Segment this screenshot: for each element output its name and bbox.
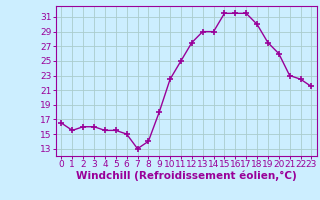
X-axis label: Windchill (Refroidissement éolien,°C): Windchill (Refroidissement éolien,°C) — [76, 171, 297, 181]
